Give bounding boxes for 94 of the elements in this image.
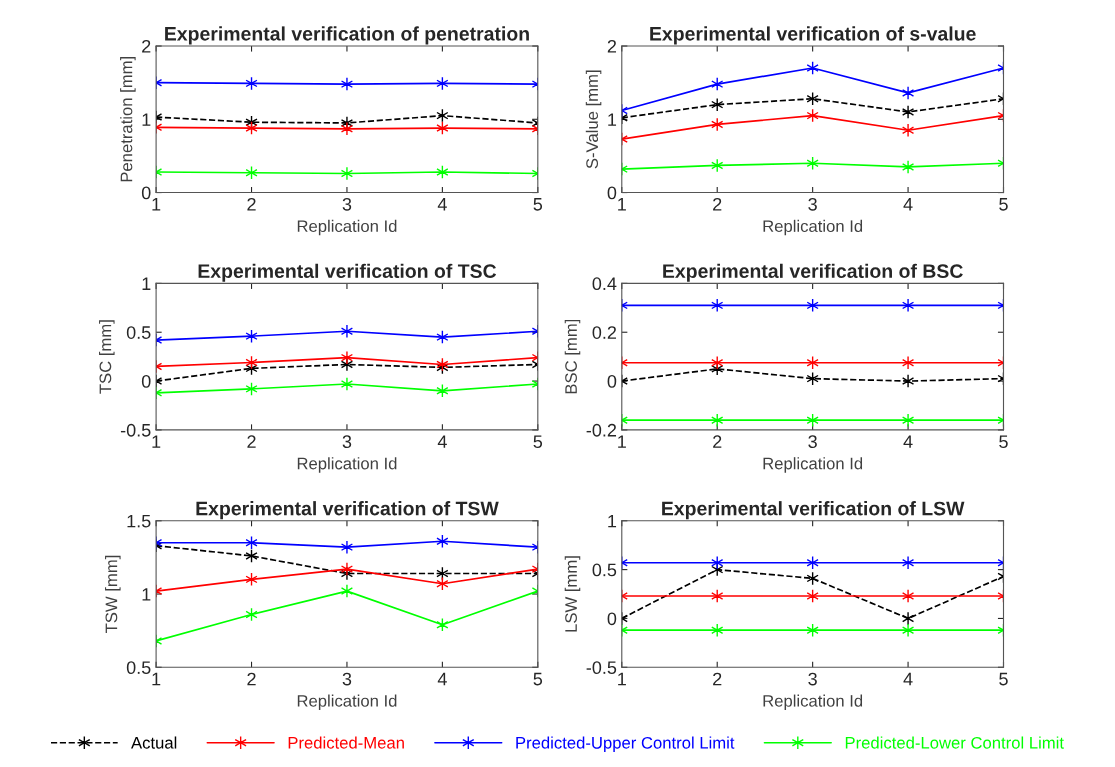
point [340, 166, 354, 181]
point [340, 562, 354, 577]
y-tick-label: 0.4 [592, 277, 617, 291]
x-axis-title: Replication Id [763, 694, 863, 711]
x-tick-label: 2 [247, 672, 256, 686]
x-tick-label: 3 [342, 435, 352, 449]
y-axis-title: TSW [mm] [105, 555, 121, 633]
x-axis-title: Replication Id [297, 219, 397, 236]
point [340, 77, 354, 92]
x-tick-label: 1 [618, 672, 626, 686]
y-axis-title: S-Value [mm] [585, 70, 602, 169]
x-axis-title: Replication Id [763, 219, 863, 236]
x-tick-label: 1 [152, 198, 161, 211]
y-tick-label: 1 [608, 113, 617, 126]
point [901, 611, 915, 626]
point [901, 123, 915, 138]
legend-label: Predicted-Upper Control Limit [516, 736, 735, 752]
y-axis-title: TSC [mm] [99, 320, 115, 394]
y-tick-label: -0.2 [586, 423, 617, 437]
legend-label: Predicted-Mean [288, 736, 404, 749]
point [901, 85, 915, 100]
x-tick-label: 4 [437, 198, 447, 211]
x-tick-label: 5 [999, 672, 1008, 686]
y-axis-title: BSC [mm] [564, 319, 581, 394]
y-tick-label: 0.5 [126, 326, 151, 339]
y-tick-label: 0.5 [592, 563, 617, 577]
x-tick-label: 5 [999, 435, 1008, 449]
chart-title: Experimental verification of TSW [196, 501, 499, 520]
y-tick-label: 1 [142, 113, 151, 126]
y-tick-label: -0.5 [120, 423, 151, 437]
point [901, 374, 915, 389]
y-tick-label: 0 [607, 375, 617, 388]
x-tick-label: 5 [999, 198, 1008, 211]
x-tick-label: 2 [713, 197, 722, 211]
y-tick-label: 0 [607, 612, 617, 626]
point [901, 623, 915, 638]
chart-title: Experimental verification of BSC [663, 263, 963, 282]
x-tick-label: 2 [713, 435, 722, 448]
x-tick-label: 5 [533, 198, 543, 211]
x-tick-label: 5 [533, 672, 543, 686]
point [340, 540, 354, 555]
point [901, 298, 915, 313]
x-tick-label: 1 [152, 672, 161, 686]
y-tick-label: 0 [607, 186, 617, 200]
point [901, 589, 915, 603]
point [340, 584, 354, 599]
legend-label: Predicted-Lower Control Limit [845, 736, 1064, 749]
x-tick-label: 4 [903, 672, 913, 686]
x-tick-label: 4 [437, 435, 447, 448]
x-axis-title: Replication Id [763, 457, 863, 473]
x-tick-label: 1 [618, 435, 626, 448]
point [901, 413, 915, 428]
point [340, 324, 354, 339]
y-tick-label: 0.5 [126, 661, 151, 675]
x-axis-title: Replication Id [297, 694, 397, 711]
x-tick-label: 2 [247, 197, 256, 211]
x-tick-label: 3 [342, 672, 352, 686]
x-tick-label: 3 [808, 435, 817, 449]
y-tick-label: 0 [141, 186, 151, 200]
y-tick-label: 0.2 [592, 326, 617, 339]
chart-title: Experimental verification of s-value [650, 26, 976, 45]
x-tick-label: 4 [437, 672, 447, 686]
point [901, 105, 915, 119]
x-tick-label: 3 [342, 197, 352, 211]
x-tick-label: 5 [533, 435, 543, 449]
point [340, 350, 354, 365]
point [340, 377, 354, 391]
x-tick-label: 1 [618, 198, 626, 211]
y-tick-label: 0 [141, 375, 151, 388]
chart-title: Experimental verification of LSW [662, 501, 965, 520]
point [901, 159, 915, 174]
y-tick-label: 1.5 [127, 514, 151, 528]
point [901, 355, 915, 370]
y-tick-label: 1 [142, 588, 151, 601]
x-tick-label: 4 [903, 198, 913, 211]
point [901, 555, 915, 570]
y-tick-label: 2 [607, 39, 617, 53]
y-axis-title: LSW [mm] [564, 556, 581, 632]
chart-title: Experimental verification of TSC [198, 263, 497, 282]
legend-label: Actual [131, 736, 177, 749]
y-axis-title: Penetration [mm] [120, 57, 136, 182]
x-tick-label: 3 [808, 197, 817, 211]
point [340, 121, 354, 136]
chart-title: Experimental verification of penetration [165, 26, 529, 45]
y-tick-label: 1 [142, 277, 151, 290]
x-tick-label: 3 [808, 672, 817, 686]
x-tick-label: 4 [903, 435, 913, 448]
y-tick-label: 1 [608, 514, 617, 528]
x-tick-label: 2 [247, 435, 256, 448]
x-tick-label: 1 [152, 435, 161, 448]
x-tick-label: 2 [713, 672, 722, 686]
y-tick-label: 2 [142, 39, 151, 53]
y-tick-label: -0.5 [586, 661, 617, 675]
x-axis-title: Replication Id [297, 457, 397, 473]
